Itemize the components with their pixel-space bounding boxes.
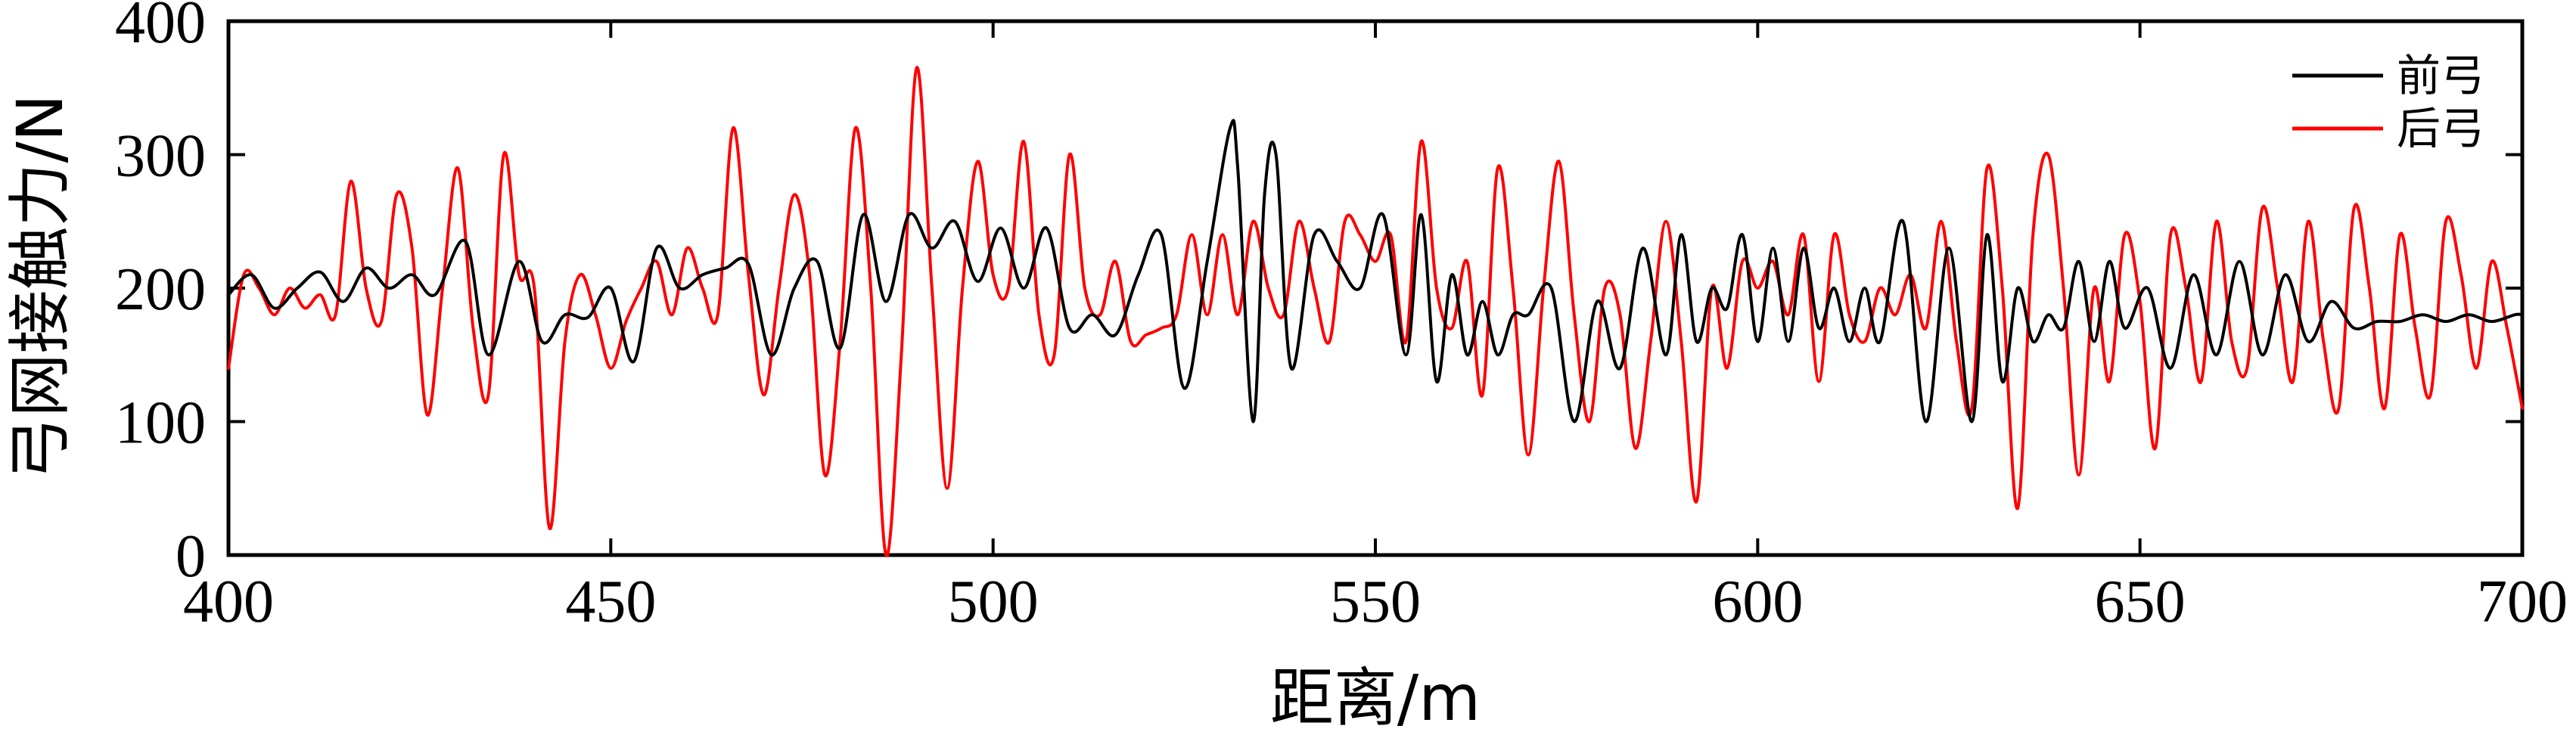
y-tick-label: 400 bbox=[115, 0, 206, 56]
x-tick-label: 400 bbox=[183, 569, 274, 635]
y-tick-label: 0 bbox=[176, 523, 206, 590]
tick-labels: 400 450 500 550 600 650 700 0 100 200 300 400 bbox=[115, 0, 2568, 635]
x-tick-label: 500 bbox=[948, 569, 1039, 635]
y-tick-label: 100 bbox=[115, 390, 206, 457]
x-tick-label: 550 bbox=[1330, 569, 1421, 635]
x-tick-label: 650 bbox=[2095, 569, 2186, 635]
x-tick-label: 450 bbox=[565, 569, 656, 635]
series-line-rear-bow bbox=[227, 66, 2524, 557]
tick-marks bbox=[227, 20, 2524, 557]
legend-label-rear: 后弓 bbox=[2397, 103, 2484, 154]
y-tick-label: 300 bbox=[115, 123, 206, 190]
legend: 前弓 后弓 bbox=[2292, 50, 2484, 154]
y-tick-label: 200 bbox=[115, 256, 206, 323]
x-tick-label: 600 bbox=[1712, 569, 1803, 635]
x-tick-label: 700 bbox=[2477, 569, 2568, 635]
y-axis-title: 弓网接触力/N bbox=[3, 94, 77, 480]
series-layer bbox=[227, 66, 2524, 557]
series-line-front-bow bbox=[227, 119, 2524, 423]
x-axis-title: 距离/m bbox=[1270, 661, 1481, 732]
legend-label-front: 前弓 bbox=[2397, 50, 2484, 101]
